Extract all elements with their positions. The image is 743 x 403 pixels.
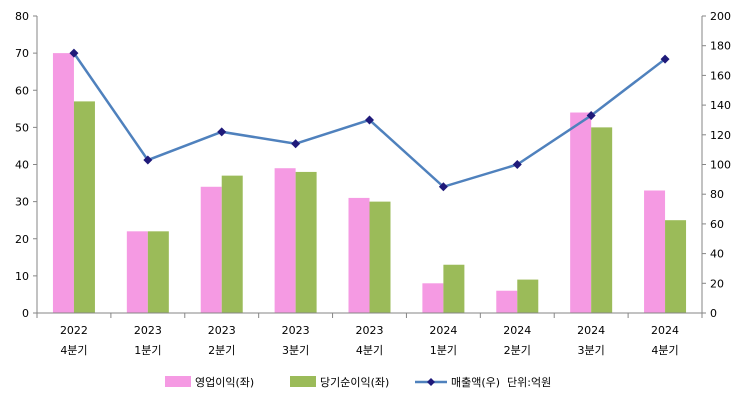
x-tick-label-quarter: 3분기 <box>578 344 605 357</box>
line-revenue-marker <box>291 139 301 149</box>
line-revenue-marker <box>217 127 227 137</box>
x-tick-label-quarter: 3분기 <box>282 344 309 357</box>
legend-swatch-operating-profit <box>165 376 191 387</box>
x-tick-label-year: 2024 <box>651 324 679 337</box>
bar-net-income <box>517 279 539 313</box>
right-axis-tick-label: 120 <box>710 129 731 142</box>
right-axis-tick-label: 60 <box>710 218 724 231</box>
x-tick-label-year: 2024 <box>577 324 605 337</box>
right-axis-tick-label: 40 <box>710 248 724 261</box>
x-tick-label-year: 2023 <box>134 324 162 337</box>
right-axis-tick-label: 80 <box>710 188 724 201</box>
bar-series <box>52 53 687 314</box>
x-tick-label-quarter: 4분기 <box>651 344 678 357</box>
line-revenue-marker <box>438 182 448 192</box>
left-axis-tick-label: 40 <box>15 159 29 172</box>
legend-swatch-net-income <box>290 376 316 387</box>
bar-operating-profit <box>570 112 592 314</box>
line-series <box>69 48 670 192</box>
legend-label-operating-profit: 영업이익(좌) <box>195 376 254 389</box>
x-tick-label-quarter: 1분기 <box>134 344 161 357</box>
right-axis-tick-label: 160 <box>710 69 731 82</box>
right-axis-tick-label: 20 <box>710 277 724 290</box>
line-revenue-marker <box>512 160 522 169</box>
x-tick-label-year: 2024 <box>503 324 531 337</box>
left-axis-tick-label: 30 <box>15 196 29 209</box>
line-revenue-marker <box>143 155 153 165</box>
left-axis-tick-label: 50 <box>15 121 29 134</box>
right-axis-tick-label: 100 <box>710 159 731 172</box>
legend: 영업이익(좌) 당기순이익(좌) 매출액(우) 단위:억원 <box>165 376 551 389</box>
left-axis-tick-label: 70 <box>15 47 29 60</box>
x-tick-label-year: 2022 <box>60 324 88 337</box>
x-tick-label-quarter: 1분기 <box>430 344 457 357</box>
left-axis-tick-label: 80 <box>15 10 29 23</box>
bar-net-income <box>73 101 95 313</box>
bar-operating-profit <box>422 283 444 313</box>
x-tick-label-year: 2023 <box>208 324 236 337</box>
right-axis-tick-label: 140 <box>710 99 731 112</box>
left-axis-tick-label: 60 <box>15 84 29 97</box>
x-tick-label-year: 2024 <box>429 324 457 337</box>
unit-note: 단위:억원 <box>507 376 551 389</box>
bar-operating-profit <box>274 168 296 313</box>
x-tick-label-quarter: 2분기 <box>208 344 235 357</box>
line-revenue-marker <box>365 115 374 125</box>
x-tick-label-year: 2023 <box>356 324 384 337</box>
line-revenue-marker <box>660 54 670 64</box>
left-axis-tick-label: 10 <box>15 270 29 283</box>
legend-label-revenue: 매출액(우) <box>451 376 500 389</box>
bar-net-income <box>147 231 169 313</box>
right-axis-tick-label: 180 <box>710 40 731 53</box>
bar-net-income <box>221 175 243 313</box>
bar-net-income <box>295 171 317 313</box>
bar-net-income <box>443 264 465 313</box>
x-tick-label-year: 2023 <box>282 324 310 337</box>
bar-operating-profit <box>200 186 222 313</box>
legend-label-net-income: 당기순이익(좌) <box>320 376 389 389</box>
right-axis-tick-label: 0 <box>710 307 717 320</box>
bar-net-income <box>665 220 687 313</box>
bar-net-income <box>369 201 391 313</box>
line-revenue-marker <box>69 48 79 58</box>
left-axis-tick-label: 20 <box>15 233 29 246</box>
x-tick-label-quarter: 4분기 <box>356 344 383 357</box>
line-revenue-marker <box>586 110 596 120</box>
axes: 0 10 20 30 40 50 60 70 80 0 20 40 60 80 100 120 140 160 18… <box>15 10 731 357</box>
bar-operating-profit <box>126 231 148 313</box>
right-axis-tick-label: 200 <box>710 10 731 23</box>
legend-swatch-revenue-marker <box>427 378 435 386</box>
bar-operating-profit <box>52 53 74 313</box>
bar-operating-profit <box>644 190 666 313</box>
left-axis-tick-label: 0 <box>22 307 29 320</box>
bar-operating-profit <box>496 290 518 313</box>
bar-operating-profit <box>348 197 370 313</box>
x-tick-label-quarter: 2분기 <box>504 344 531 357</box>
x-tick-label-quarter: 4분기 <box>60 344 87 357</box>
bar-net-income <box>591 127 613 313</box>
